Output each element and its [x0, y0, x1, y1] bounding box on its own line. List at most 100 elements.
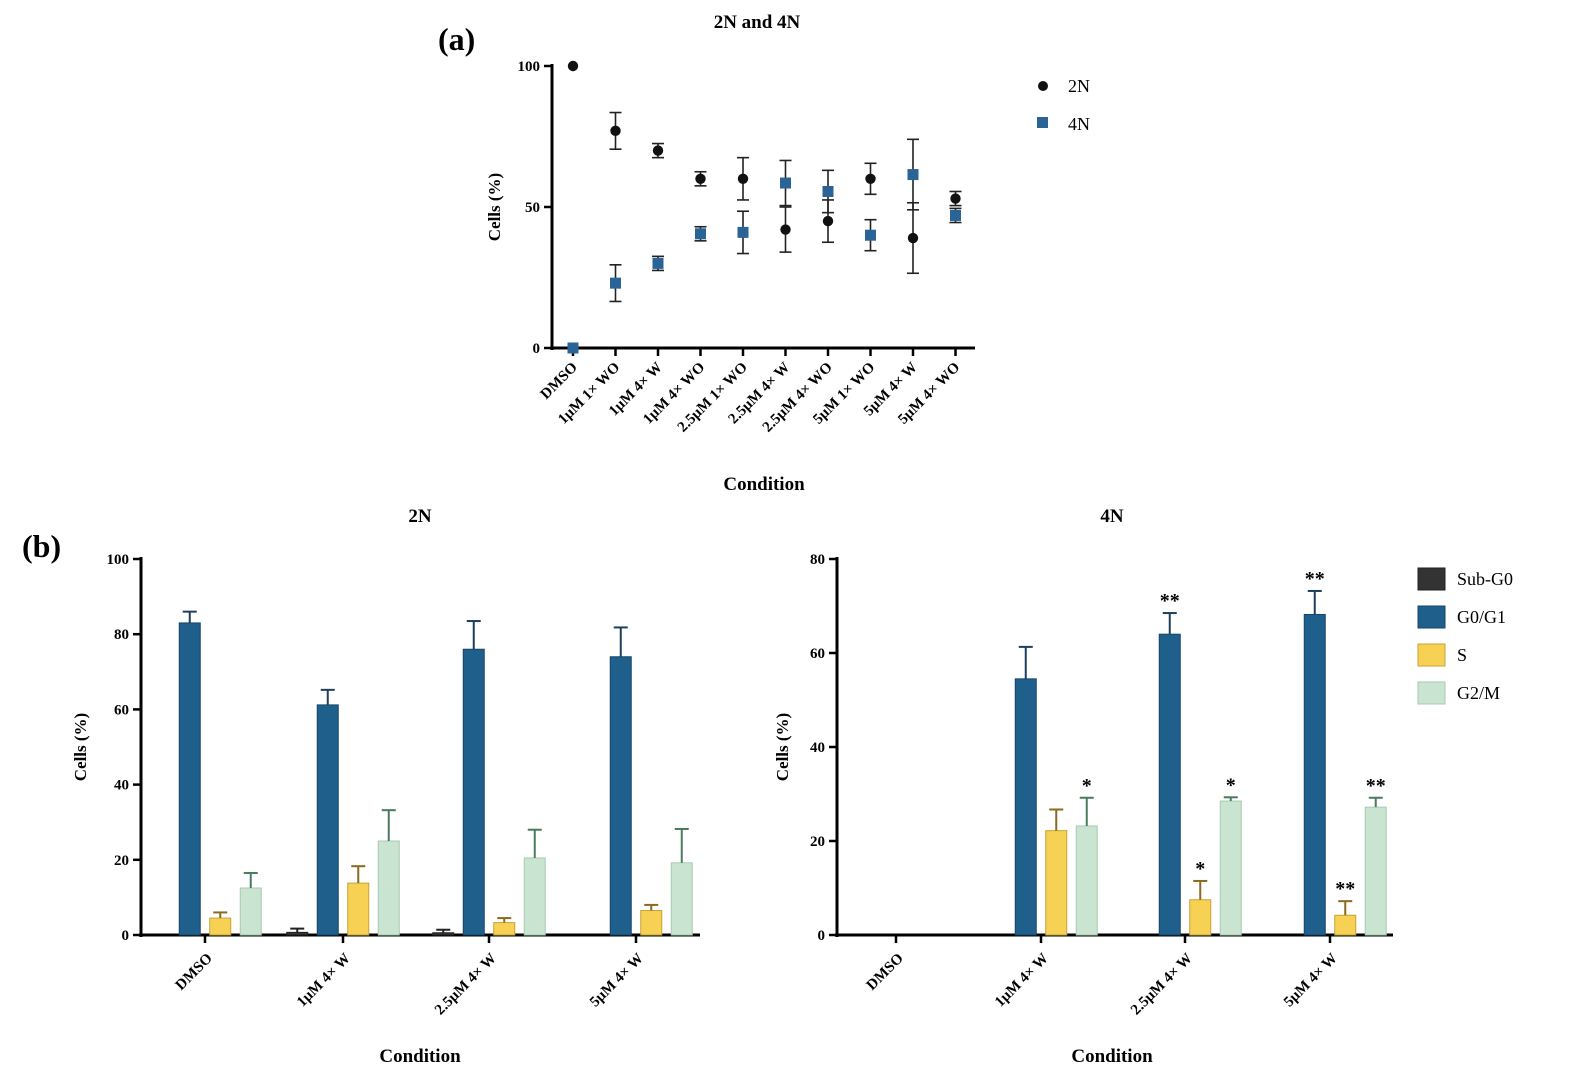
legend-label: Sub-G0: [1457, 569, 1513, 589]
bar-s: [641, 911, 662, 935]
y-tick-label: 60: [114, 702, 129, 718]
bar-g2m: [524, 858, 545, 935]
bar-g0g1: [1304, 614, 1325, 935]
y-tick-label: 60: [810, 646, 825, 662]
chart-b2-xlabel: Condition: [1071, 1046, 1153, 1067]
bar-g0g1: [179, 623, 200, 935]
point-4n: [823, 186, 834, 197]
point-2n: [908, 233, 918, 243]
y-tick-label: 80: [114, 627, 129, 643]
point-2n: [823, 216, 833, 226]
y-tick-label: 0: [818, 928, 826, 944]
chart-a-title: 2N and 4N: [714, 12, 801, 33]
legend-4n-marker: [1037, 117, 1048, 128]
bar-g2m: [240, 888, 261, 935]
significance-annotation: **: [1366, 775, 1386, 797]
bar-sub-g0: [433, 933, 454, 935]
bar-s: [1190, 900, 1211, 935]
x-tick-label: DMSO: [173, 951, 216, 994]
chart-b2-bars: ***********: [1015, 568, 1386, 935]
chart-b1-xlabel: Condition: [379, 1046, 461, 1067]
legend-label: G0/G1: [1457, 607, 1506, 627]
chart-b2-title: 4N: [1100, 506, 1124, 527]
point-2n: [738, 174, 748, 184]
bar-g0g1: [610, 657, 631, 935]
panel-label-a: (a): [438, 21, 475, 57]
chart-a-points: [568, 61, 962, 354]
point-4n: [568, 343, 579, 354]
point-2n: [568, 61, 578, 71]
point-4n: [695, 228, 706, 239]
chart-b1: 2N Condition Cells (%) 0 20 40 60 80 100 DMSO 1…: [71, 506, 700, 1067]
x-tick-label: 1µM 4× W: [992, 951, 1052, 1011]
legend-swatch-g2m: [1418, 682, 1445, 704]
legend-4n-label: 4N: [1068, 114, 1090, 134]
bar-g0g1: [463, 649, 484, 935]
x-tick-label: 2.5µM 4× W: [432, 951, 500, 1019]
bar-s: [210, 918, 231, 935]
y-tick-label: 0: [122, 928, 130, 944]
y-tick-label: 50: [525, 200, 540, 216]
point-2n: [950, 193, 960, 203]
bar-s: [348, 883, 369, 935]
y-tick-label: 40: [810, 740, 825, 756]
chart-b1-ylabel: Cells (%): [71, 713, 90, 781]
chart-a-legend: 2N 4N: [1037, 76, 1090, 134]
legend-swatch-s: [1418, 644, 1445, 666]
bar-g0g1: [317, 705, 338, 935]
bar-g2m: [1220, 801, 1241, 935]
chart-b2-ylabel: Cells (%): [773, 713, 792, 781]
chart-b2: 4N Condition Cells (%) 0 20 40 60 80 DMSO 1µM …: [773, 506, 1513, 1067]
figure: (a) (b) 2N and 4N Condition Cells (%) 0 5…: [0, 0, 1569, 1080]
chart-b1-bars: [179, 612, 692, 935]
bar-s: [1335, 915, 1356, 935]
chart-b2-legend: Sub-G0 G0/G1 S G2/M: [1418, 568, 1513, 704]
point-4n: [780, 178, 791, 189]
y-tick-label: 100: [518, 59, 541, 75]
chart-a: 2N and 4N Condition Cells (%) 050100DMSO…: [485, 12, 1090, 495]
significance-annotation: *: [1082, 775, 1092, 797]
significance-annotation: *: [1195, 858, 1205, 880]
point-2n: [653, 145, 663, 155]
bar-sub-g0: [287, 932, 308, 935]
point-4n: [653, 258, 664, 269]
significance-annotation: **: [1160, 590, 1180, 612]
x-tick-label: DMSO: [864, 951, 907, 994]
x-tick-label: 2.5µM 4× W: [1128, 951, 1196, 1019]
bar-g2m: [378, 841, 399, 935]
point-4n: [950, 210, 961, 221]
chart-a-ylabel: Cells (%): [485, 173, 504, 241]
chart-b1-title: 2N: [408, 506, 432, 527]
chart-a-xlabel: Condition: [723, 474, 805, 495]
bar-g2m: [1076, 826, 1097, 935]
bar-g2m: [1365, 807, 1386, 935]
legend-2n-label: 2N: [1068, 76, 1090, 96]
y-tick-label: 40: [114, 778, 129, 794]
bar-g0g1: [1159, 634, 1180, 935]
bar-g2m: [671, 863, 692, 935]
point-2n: [610, 126, 620, 136]
x-tick-label: 1µM 4× W: [294, 951, 354, 1011]
bar-g0g1: [1015, 679, 1036, 935]
panel-label-b: (b): [22, 528, 61, 564]
legend-swatch-sub-g0: [1418, 568, 1445, 590]
legend-2n-marker: [1038, 81, 1048, 91]
bar-s: [1046, 831, 1067, 935]
point-4n: [865, 230, 876, 241]
legend-label: S: [1457, 645, 1467, 665]
point-2n: [695, 174, 705, 184]
point-2n: [780, 224, 790, 234]
significance-annotation: **: [1335, 878, 1355, 900]
y-tick-label: 100: [107, 552, 130, 568]
significance-annotation: **: [1305, 568, 1325, 590]
significance-annotation: *: [1226, 774, 1236, 796]
y-tick-label: 20: [114, 853, 129, 869]
bar-s: [494, 923, 515, 935]
point-4n: [908, 169, 919, 180]
y-tick-label: 20: [810, 834, 825, 850]
y-tick-label: 0: [533, 341, 541, 357]
x-tick-label: 5µM 4× W: [1281, 951, 1341, 1011]
legend-swatch-g0g1: [1418, 606, 1445, 628]
x-tick-label: 5µM 4× W: [587, 951, 647, 1011]
